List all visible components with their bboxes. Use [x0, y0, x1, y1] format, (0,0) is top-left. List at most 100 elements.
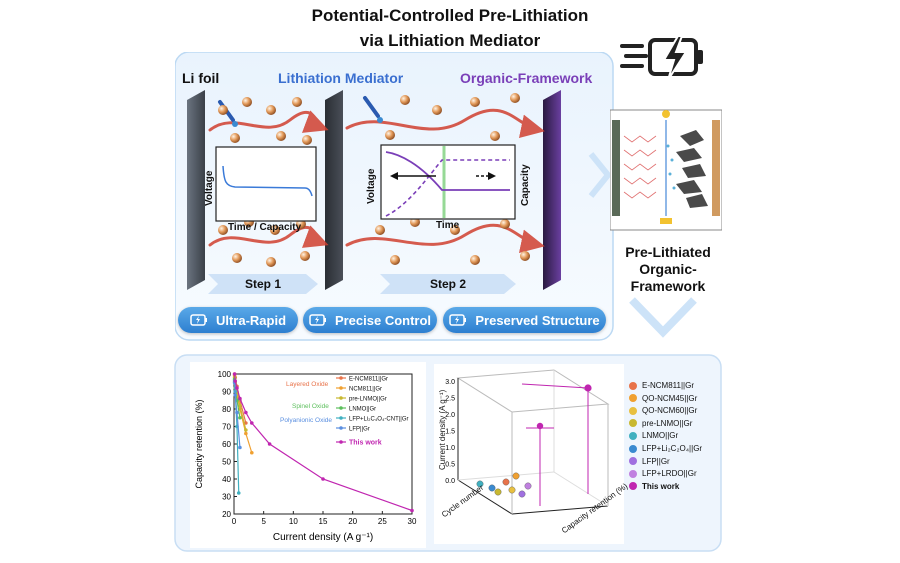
legend-item: LFP+Li₂C₂O₄||Gr	[629, 444, 702, 453]
legend-marker	[339, 406, 343, 410]
legend-item: E-NCM811||Gr	[629, 381, 694, 390]
region-annotation: Spinel Oxide	[292, 403, 329, 410]
data-point	[233, 379, 237, 383]
pill-label: Precise Control	[334, 312, 432, 328]
x-tick-label: 20	[348, 517, 357, 526]
data-point	[233, 393, 237, 397]
y-tick-label: 40	[222, 475, 231, 484]
y-tick-label: 100	[218, 370, 232, 379]
x-axis-label: Current density (A g⁻¹)	[273, 532, 373, 543]
data-point	[244, 431, 248, 436]
battery-icon	[449, 314, 467, 326]
legend-label: This work	[642, 481, 680, 491]
step1-time-capacity-label: Time / Capacity	[228, 222, 302, 233]
scatter-point	[518, 490, 526, 498]
z-tick-label: 1.5	[445, 429, 455, 436]
z-tick-label: 2.5	[445, 396, 455, 403]
legend-label: LFP+Li₂C₄O₄-CNT||Gr	[349, 417, 409, 423]
series-line	[233, 382, 241, 448]
legend-marker	[339, 440, 343, 444]
x-tick-label: 0	[232, 517, 237, 526]
lithiation-mediator-label: Lithiation Mediator	[278, 70, 404, 86]
legend-label: pre-LNMO||Gr	[642, 418, 693, 428]
data-point	[244, 428, 248, 432]
legend-item: QO-NCM60||Gr	[629, 406, 697, 415]
bulb-icon	[662, 110, 670, 118]
data-point	[267, 442, 272, 446]
data-point	[321, 477, 325, 481]
scatter-point	[524, 482, 532, 490]
li-foil-label: Li foil	[182, 70, 220, 86]
dropper-icon	[363, 96, 383, 123]
battery-charging-icon	[620, 35, 703, 81]
y-tick-label: 20	[222, 510, 231, 519]
legend-label: LNMO||Gr	[349, 407, 376, 413]
y-tick-label: 70	[222, 423, 231, 432]
3d-scatter-chart: 0.0 0.5 1.0 1.5 2.0 2.5 3.0	[434, 364, 624, 544]
z-tick-label: 1.0	[445, 445, 455, 452]
organic-framework-label: Organic-Framework	[460, 70, 593, 86]
x-tick-label: 5	[261, 517, 266, 526]
data-point	[232, 372, 237, 376]
y-tick-label: 60	[222, 440, 231, 449]
diagram-title-line2: via Lithiation Mediator	[359, 31, 541, 50]
legend-item: This work	[629, 482, 679, 491]
legend-marker	[339, 426, 343, 430]
ultra-rapid-pill: Ultra-Rapid	[178, 307, 298, 333]
region-annotation: Polyanionic Oxide	[280, 417, 332, 424]
diagram-title-line1: Potential-Controlled Pre-Lithiation	[311, 6, 589, 25]
lithium-ions	[218, 93, 530, 267]
z-axis-label: Current density (A g⁻¹)	[438, 389, 447, 470]
legend-label: LNMO||Gr	[642, 431, 679, 441]
battery-icon	[309, 314, 326, 326]
step2-label: Step 2	[429, 277, 466, 291]
legend-label: This work	[349, 440, 382, 447]
step1-label: Step 1	[244, 277, 281, 291]
legend-marker	[339, 386, 343, 390]
li-foil-plate	[187, 90, 205, 290]
legend-dot	[629, 469, 637, 478]
legend-label: E-NCM811||Gr	[642, 381, 695, 390]
scatter-point	[508, 486, 516, 494]
legend-dot	[629, 431, 637, 440]
legend-marker	[339, 376, 343, 380]
data-point	[236, 491, 241, 495]
legend-label: QO-NCM45||Gr	[642, 393, 698, 403]
mediator-plate	[325, 90, 343, 290]
data-point	[238, 403, 242, 408]
legend-dot	[629, 419, 637, 428]
z-tick-label: 3.0	[445, 379, 455, 386]
chevron-down-icon	[629, 297, 697, 338]
x-tick-label: 15	[319, 517, 328, 526]
legend-label: LFP||Gr	[349, 427, 370, 433]
step2-capacity-axis-label: Capacity	[520, 164, 531, 206]
pill-label: Preserved Structure	[475, 312, 600, 328]
prelithiated-label-line1: Pre-Lithiated	[625, 244, 711, 260]
step1-voltage-axis-label: Voltage	[204, 170, 215, 206]
z-tick-label: 0.0	[445, 478, 455, 485]
scatter-point	[502, 478, 510, 486]
step1-voltage-plot	[215, 146, 317, 222]
legend-dot	[629, 444, 637, 453]
chevron-right-icon	[588, 152, 612, 198]
x-tick-label: 30	[408, 517, 417, 526]
x-tick-label: 25	[378, 517, 387, 526]
scatter-point	[494, 488, 502, 496]
legend-item: LFP+LRDO||Gr	[629, 469, 697, 478]
legend-label: NCM811||Gr	[349, 387, 382, 393]
legend-item: LFP||Gr	[629, 457, 670, 466]
scatter-point	[536, 422, 544, 430]
scatter-point	[584, 384, 592, 392]
data-point	[235, 386, 239, 390]
scatter-point	[476, 480, 484, 488]
data-point	[244, 410, 248, 415]
step2-voltage-axis-label: Voltage	[366, 168, 377, 204]
legend-label: LFP+Li₂C₂O₄||Gr	[642, 444, 703, 453]
x-tick-label: 10	[289, 517, 298, 526]
data-point	[250, 450, 254, 455]
prelithiation-schematic	[187, 90, 561, 290]
step1-arrow	[208, 274, 318, 294]
precise-control-pill: Precise Control	[303, 307, 437, 333]
y-tick-label: 90	[222, 388, 231, 397]
scatter-point	[512, 472, 520, 480]
